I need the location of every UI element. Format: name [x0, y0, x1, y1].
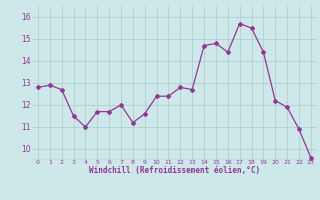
X-axis label: Windchill (Refroidissement éolien,°C): Windchill (Refroidissement éolien,°C): [89, 166, 260, 175]
